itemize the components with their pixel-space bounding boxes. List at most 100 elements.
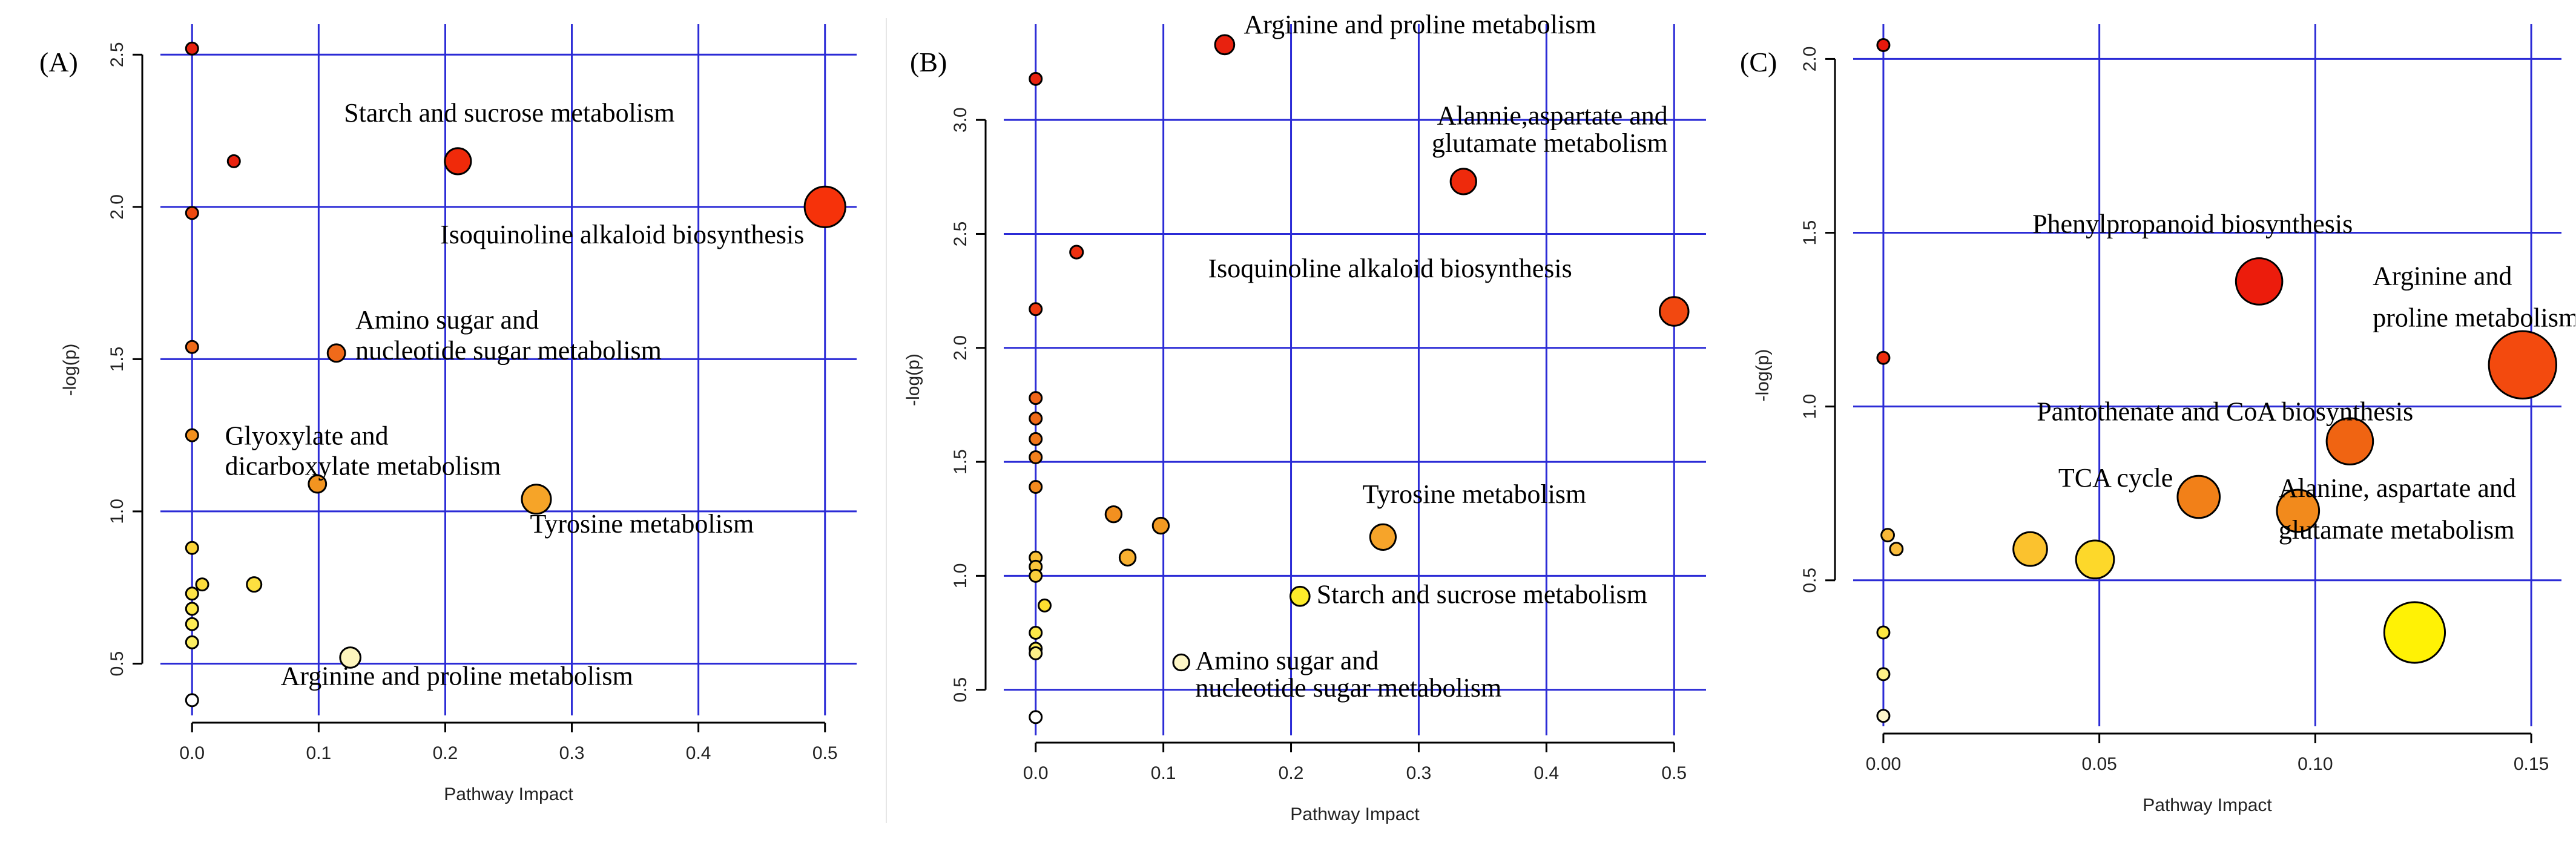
data-point [185, 428, 199, 442]
y-tick-label: 0.5 [1800, 568, 1820, 593]
x-tick-label: 0.15 [2514, 754, 2549, 774]
data-point [185, 41, 199, 56]
data-point [246, 576, 263, 593]
annotation-label: Arginine and proline metabolism [1244, 10, 1596, 39]
data-point [1214, 34, 1236, 56]
annotation-label: Tyrosine metabolism [530, 509, 754, 539]
y-tick-label: 2.5 [107, 42, 127, 67]
data-point [1659, 296, 1690, 327]
data-point [2012, 531, 2048, 567]
data-point [1029, 302, 1043, 317]
data-point [1029, 71, 1043, 86]
y-axis-label: -log(p) [903, 353, 923, 406]
data-point [2488, 330, 2557, 399]
data-point [226, 154, 241, 168]
y-tick-label: 2.0 [1800, 47, 1820, 72]
data-point [339, 646, 361, 669]
y-tick-label: 1.0 [950, 563, 970, 589]
x-tick-label: 0.05 [2081, 754, 2116, 774]
data-point [1172, 653, 1190, 672]
y-tick-label: 2.5 [950, 222, 970, 247]
data-point [185, 693, 199, 708]
data-point [2235, 257, 2284, 306]
annotation-label: TCA cycle [2058, 463, 2173, 493]
y-tick-label: 2.0 [107, 194, 127, 220]
annotation-label: glutamate metabolism [2279, 515, 2515, 545]
y-axis-label: -log(p) [1753, 349, 1773, 402]
data-point [1029, 568, 1043, 583]
x-tick-label: 0.00 [1866, 754, 1901, 774]
y-tick-label: 0.5 [950, 677, 970, 703]
chart-b-svg: 0.0 0.1 0.2 0.3 0.4 0.5 0.5 1.0 1.5 2.0 2.5 3.0 Path… [903, 10, 1706, 824]
x-tick-label: 0.4 [686, 743, 711, 763]
data-point [185, 617, 199, 631]
x-tick-label: 0.1 [1151, 763, 1176, 783]
annotation-label: glutamate metabolism [1432, 128, 1668, 158]
annotation-label: Isoquinoline alkaloid biosynthesis [440, 220, 804, 249]
annotation-label: Glyoxylate and [225, 421, 389, 450]
data-point [521, 484, 552, 515]
y-tick-label: 0.5 [107, 651, 127, 677]
data-point [1029, 646, 1043, 660]
data-point [1369, 523, 1397, 551]
y-tick-label: 3.0 [950, 107, 970, 133]
data-point [326, 343, 346, 363]
data-point [1289, 585, 1311, 607]
y-tick-label: 1.5 [950, 449, 970, 475]
annotation-label: proline metabolism [2373, 303, 2575, 333]
chart-a-svg: 0.0 0.1 0.2 0.3 0.4 0.5 0.5 1.0 1.5 2.0 2.5 Pathway… [39, 24, 857, 804]
data-point [185, 540, 199, 555]
panel-c: 0.00 0.05 0.10 0.15 0.5 1.0 1.5 2.0 Pathway Impa… [1717, 0, 2575, 854]
annotation-label: Alannie,aspartate and [1437, 101, 1668, 131]
data-point [1876, 350, 1891, 365]
y-tick-label: 1.0 [107, 499, 127, 524]
panel-title: (A) [39, 47, 78, 77]
data-point [1118, 548, 1137, 567]
data-point [185, 602, 199, 616]
annotation-label: nucleotide sugar metabolism [1195, 673, 1501, 703]
y-tick-label: 1.5 [107, 347, 127, 372]
data-point [803, 185, 846, 228]
x-tick-label: 0.2 [1279, 763, 1304, 783]
annotation-label: Amino sugar and [355, 305, 539, 335]
data-point [1037, 598, 1052, 613]
data-point [1876, 709, 1891, 723]
data-point [2176, 475, 2221, 519]
x-tick-label: 0.4 [1534, 763, 1560, 783]
data-point [1069, 245, 1084, 260]
y-axis-label: -log(p) [60, 344, 80, 396]
annotation-label: Alanine, aspartate and [2279, 473, 2516, 503]
data-point [444, 147, 472, 176]
x-tick-label: 0.0 [1023, 763, 1049, 783]
data-point [1876, 667, 1891, 682]
y-tick-label: 1.0 [1800, 394, 1820, 419]
data-point [185, 635, 199, 649]
data-point [2075, 539, 2115, 580]
x-axis-label: Pathway Impact [2143, 795, 2272, 815]
data-point [1880, 528, 1896, 543]
data-point [1029, 480, 1043, 494]
data-point [1029, 626, 1043, 640]
data-point [185, 586, 199, 601]
panel-b: 0.0 0.1 0.2 0.3 0.4 0.5 0.5 1.0 1.5 2.0 2.5 3.0 Path… [858, 0, 1717, 854]
panel-title: (C) [1740, 47, 1777, 77]
data-point [1029, 432, 1043, 446]
annotation-label: Phenylpropanoid biosynthesis [2032, 209, 2353, 239]
data-point [1029, 412, 1043, 426]
annotation-label: dicarboxylate metabolism [225, 452, 501, 481]
data-point [1151, 516, 1170, 535]
data-point [1029, 710, 1043, 724]
x-axis-label: Pathway Impact [1290, 804, 1420, 824]
y-tick-label: 1.5 [1800, 220, 1820, 246]
y-tick-label: 2.0 [950, 335, 970, 361]
panel-title: (B) [910, 47, 947, 77]
x-axis-label: Pathway Impact [444, 784, 573, 804]
x-tick-label: 0.0 [179, 743, 205, 763]
data-point [195, 577, 209, 592]
data-point [1876, 38, 1891, 52]
data-point [1449, 168, 1477, 195]
annotation-label: Starch and sucrose metabolism [344, 98, 674, 128]
annotation-label: Arginine and [2373, 261, 2512, 291]
data-point [185, 206, 199, 220]
